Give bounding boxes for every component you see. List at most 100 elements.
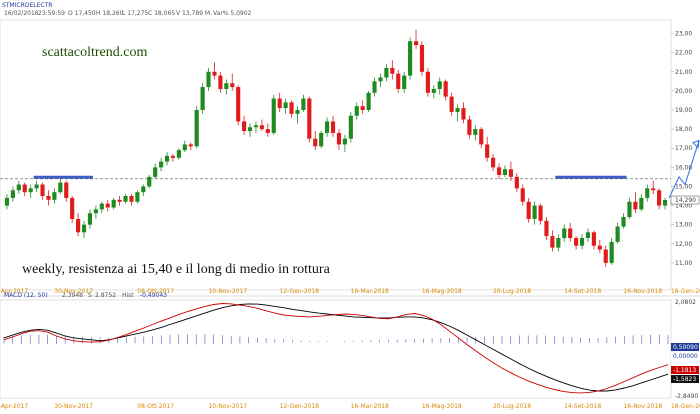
candle-body [585,232,591,239]
macd-x-tick-label: 12-Gen-2018 [280,403,320,410]
candle-body [129,196,134,202]
candle-body [508,169,513,177]
candle-body [52,192,57,200]
candle-body [16,184,21,191]
macd-x-tick-label: 08-Ott-2017 [137,403,174,410]
candle-body [99,203,104,210]
candle-body [87,213,93,225]
candle-body [295,110,300,114]
candle-body [28,188,33,193]
candle-body [206,71,211,88]
candle-body [639,197,644,210]
candle-body [408,41,413,76]
macd-x-tick-label: 4-Apr-2017 [0,403,28,410]
candle-body [425,71,430,93]
macd-y-tick-label: -2,8490 [675,393,698,400]
candle-body [633,201,638,210]
candle-body [224,83,229,89]
candle-body [627,201,632,218]
header-low: L 17,275 [122,10,148,17]
candle-body [147,176,152,187]
candle-body [348,115,353,139]
candle-body [236,87,241,122]
candle-body [603,249,608,263]
header-open: O 17,450 [68,10,96,17]
candle-body [170,155,176,158]
candle-body [538,205,543,221]
candle-body [70,197,75,219]
macd-hist-value: -0,49043 [140,292,167,299]
candle-body [330,121,336,133]
candle-body [182,144,187,151]
x-tick-label: 20-Lug-2018 [493,288,531,295]
candle-body [247,127,253,132]
candle-body [390,67,395,74]
candle-body [313,138,318,147]
x-tick-label: 16-Mag-2018 [422,288,462,295]
y-tick-label: 20,00 [675,88,692,95]
candle-body [496,167,502,175]
candle-body [502,169,508,175]
candle-body [76,218,81,233]
candle-body [194,110,199,147]
candle-body [81,224,87,233]
x-tick-label: 14-Set-2018 [564,288,601,295]
candle-body [111,199,116,208]
x-tick-label: 18-Gen-2019 [671,288,700,295]
candle-body [218,75,223,89]
y-tick-label: 17,00 [675,145,692,152]
candle-body [615,226,620,242]
x-tick-label: 4-Apr-2017 [0,288,28,295]
y-tick-label: 23,00 [675,31,692,38]
candle-body [366,92,371,110]
candle-body [253,125,259,128]
candle-body [413,41,419,46]
candle-body [657,190,662,206]
candle-body [455,108,460,112]
watermark-text: scattacoltrend.com [42,45,147,60]
macd-value-badge [671,375,699,383]
candle-body [520,188,525,202]
candle-body [544,220,549,237]
candle-body [58,182,63,193]
candle-body [396,73,401,89]
macd-value-badge-label: 0,00000 [673,353,698,360]
header-high: H 18,260 [96,10,124,17]
macd-value-badge-label: -1,5823 [673,376,696,383]
candle-body [307,98,312,139]
candle-body [259,125,264,130]
candle-body [325,121,330,133]
candle-body [301,98,306,110]
candle-body [117,199,122,202]
macd-value-badge [671,343,699,351]
macd-x-tick-label: 16-Mag-2018 [422,403,462,410]
candle-body [230,83,235,88]
macd-signal-value: 2,8752 [95,292,116,299]
x-tick-label: 16-Mar-2018 [351,288,389,295]
projection-arrow [668,140,700,199]
candle-body [46,196,51,200]
macd-x-tick-label: 14-Set-2018 [564,403,601,410]
candle-body [277,98,282,109]
x-tick-label: 08-Ott-2017 [137,288,174,295]
macd-value-badge [671,366,699,374]
candle-body [200,87,205,110]
y-tick-label: 19,00 [675,107,692,114]
header-time: 23:59:59 [38,10,65,17]
candle-body [514,176,519,189]
candle-body [591,232,596,246]
candle-body [153,167,158,177]
candle-body [449,96,454,112]
y-tick-label: 13,00 [675,222,692,229]
candle-body [64,182,69,198]
candle-body [34,184,39,189]
candle-body [662,200,668,206]
candle-body [621,217,626,227]
macd-x-tick-label: 18-Gen-2019 [671,403,700,410]
candle-body [467,119,472,135]
candle-body [336,132,342,145]
candle-body [159,161,164,168]
candle-body [176,150,181,158]
candle-body [188,144,193,147]
candle-body [378,77,383,82]
